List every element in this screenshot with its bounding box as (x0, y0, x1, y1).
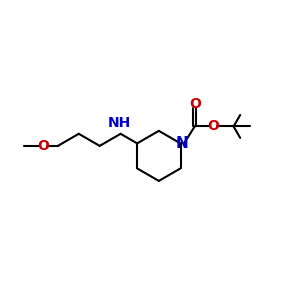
Text: O: O (207, 119, 219, 134)
Text: O: O (37, 139, 49, 153)
Text: N: N (176, 136, 188, 151)
Text: NH: NH (107, 116, 131, 130)
Text: O: O (189, 97, 201, 111)
